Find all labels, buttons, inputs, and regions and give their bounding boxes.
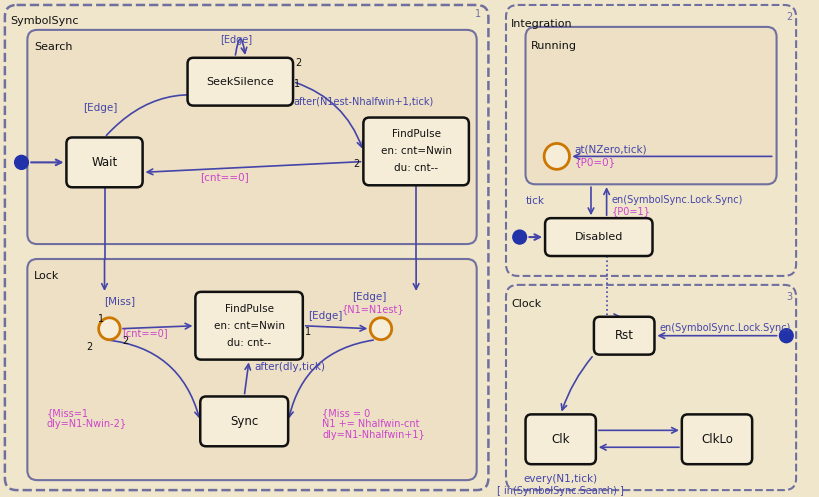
Circle shape	[544, 144, 569, 169]
FancyBboxPatch shape	[363, 118, 468, 185]
Text: Integration: Integration	[510, 19, 572, 29]
Circle shape	[15, 156, 29, 169]
Text: Clk: Clk	[550, 433, 569, 446]
Text: [Edge]: [Edge]	[83, 102, 117, 113]
Text: 2: 2	[86, 341, 92, 352]
Text: Clock: Clock	[510, 299, 541, 309]
Text: 1: 1	[97, 314, 104, 324]
Text: en: cnt=Nwin: en: cnt=Nwin	[380, 147, 451, 157]
Text: {P0=1}: {P0=1}	[611, 206, 649, 216]
FancyBboxPatch shape	[681, 414, 751, 464]
Text: 1: 1	[294, 79, 300, 88]
Text: 2: 2	[353, 159, 360, 168]
Circle shape	[512, 230, 526, 244]
Text: [Edge]: [Edge]	[351, 292, 386, 302]
FancyBboxPatch shape	[545, 218, 652, 256]
Text: {Miss = 0: {Miss = 0	[322, 409, 370, 418]
Text: [ in(SymbolSync.Search) ]: [ in(SymbolSync.Search) ]	[496, 486, 623, 496]
Text: [Edge]: [Edge]	[307, 311, 342, 321]
Text: Rst: Rst	[614, 329, 633, 342]
Text: {N1=N1est}: {N1=N1est}	[342, 304, 404, 314]
Text: Lock: Lock	[34, 271, 60, 281]
Text: [Miss]: [Miss]	[104, 296, 135, 306]
Text: Wait: Wait	[91, 156, 117, 169]
Text: dly=N1-Nhalfwin+1}: dly=N1-Nhalfwin+1}	[322, 430, 424, 440]
FancyBboxPatch shape	[200, 397, 287, 446]
Circle shape	[98, 318, 120, 339]
Text: Disabled: Disabled	[574, 232, 622, 242]
Text: SymbolSync: SymbolSync	[10, 16, 78, 26]
Text: ClkLo: ClkLo	[700, 433, 732, 446]
FancyBboxPatch shape	[66, 138, 143, 187]
Text: after(N1est-Nhalfwin+1,tick): after(N1est-Nhalfwin+1,tick)	[292, 96, 432, 106]
Text: 1: 1	[305, 327, 310, 336]
Text: FindPulse: FindPulse	[391, 130, 440, 140]
FancyBboxPatch shape	[195, 292, 302, 360]
Text: 2: 2	[295, 58, 301, 68]
Text: Search: Search	[34, 42, 73, 52]
Text: en(SymbolSync.Lock.Sync): en(SymbolSync.Lock.Sync)	[658, 323, 790, 332]
Text: Running: Running	[530, 41, 576, 51]
FancyBboxPatch shape	[5, 5, 488, 490]
FancyBboxPatch shape	[525, 414, 595, 464]
Text: FindPulse: FindPulse	[224, 304, 274, 314]
FancyBboxPatch shape	[505, 285, 795, 490]
FancyBboxPatch shape	[525, 27, 776, 184]
Text: 1: 1	[475, 9, 481, 19]
Text: {P0=0}: {P0=0}	[573, 158, 615, 167]
Text: SeekSilence: SeekSilence	[206, 77, 274, 86]
Text: 2: 2	[785, 12, 791, 22]
Text: dly=N1-Nwin-2}: dly=N1-Nwin-2}	[47, 419, 127, 429]
Text: 2: 2	[122, 335, 129, 346]
Text: N1 += Nhalfwin-cnt: N1 += Nhalfwin-cnt	[322, 419, 419, 429]
Circle shape	[779, 329, 792, 342]
Text: 3: 3	[785, 292, 791, 302]
FancyBboxPatch shape	[505, 5, 795, 276]
Text: en(SymbolSync.Lock.Sync): en(SymbolSync.Lock.Sync)	[611, 195, 742, 205]
Text: tick: tick	[525, 196, 544, 206]
Text: {Miss=1: {Miss=1	[47, 409, 88, 418]
Text: du: cnt--: du: cnt--	[227, 337, 271, 348]
Text: after(dly,tick): after(dly,tick)	[254, 362, 324, 372]
Circle shape	[369, 318, 391, 339]
FancyBboxPatch shape	[27, 30, 476, 244]
Text: du: cnt--: du: cnt--	[394, 164, 437, 173]
Text: at(NZero,tick): at(NZero,tick)	[573, 145, 646, 155]
Text: [cnt==0]: [cnt==0]	[200, 172, 249, 182]
Text: Sync: Sync	[230, 415, 258, 428]
Text: en: cnt=Nwin: en: cnt=Nwin	[213, 321, 284, 331]
Text: [Edge]: [Edge]	[220, 35, 252, 45]
FancyBboxPatch shape	[593, 317, 654, 355]
Text: every(N1,tick): every(N1,tick)	[523, 474, 597, 484]
Text: [cnt==0]: [cnt==0]	[122, 328, 168, 337]
FancyBboxPatch shape	[188, 58, 292, 105]
FancyBboxPatch shape	[27, 259, 476, 480]
